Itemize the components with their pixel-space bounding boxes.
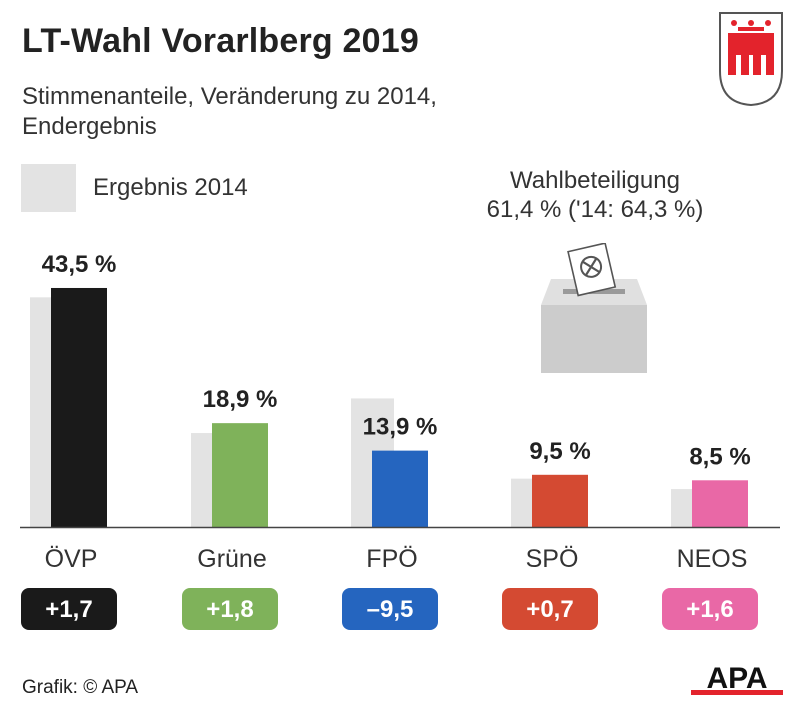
value-label-neos: 8,5 % xyxy=(689,443,750,470)
change-badge-oevp xyxy=(21,588,117,630)
category-label-neos: NEOS xyxy=(677,545,748,573)
subtitle-line-1: Stimmenanteile, Veränderung zu 2014, xyxy=(22,83,437,110)
bar-2019-fpoe xyxy=(372,450,428,527)
category-label-gruene: Grüne xyxy=(197,545,266,573)
coat-of-arms-icon xyxy=(719,12,783,107)
category-label-spoe: SPÖ xyxy=(526,545,579,573)
category-label-fpoe: FPÖ xyxy=(366,545,417,573)
turnout-box: Wahlbeteiligung 61,4 % ('14: 64,3 %) xyxy=(445,166,745,224)
bar-2019-neos xyxy=(692,480,748,527)
change-badge-fpoe xyxy=(342,588,438,630)
page-title: LT-Wahl Vorarlberg 2019 xyxy=(22,22,419,60)
bar-2019-oevp xyxy=(51,287,107,527)
change-label-fpoe: –9,5 xyxy=(367,596,414,623)
change-label-gruene: +1,8 xyxy=(206,596,253,623)
value-label-oevp: 43,5 % xyxy=(42,251,117,278)
turnout-value: 61,4 % ('14: 64,3 %) xyxy=(486,196,704,223)
bar-2019-gruene xyxy=(212,423,268,527)
footer-credit: Grafik: © APA xyxy=(22,677,139,698)
value-label-gruene: 18,9 % xyxy=(203,386,278,413)
page-subtitle: Stimmenanteile, Veränderung zu 2014, End… xyxy=(22,82,582,142)
category-label-oevp: ÖVP xyxy=(45,545,98,573)
ballot-box-icon xyxy=(541,243,647,373)
apa-logo: APA xyxy=(691,662,783,695)
change-label-spoe: +0,7 xyxy=(526,596,573,623)
change-badge-spoe xyxy=(502,588,598,630)
value-label-spoe: 9,5 % xyxy=(529,438,590,465)
change-badge-neos xyxy=(662,588,758,630)
value-label-fpoe: 13,9 % xyxy=(363,414,438,441)
turnout-label: Wahlbeteiligung xyxy=(510,167,680,194)
legend-label-2014: Ergebnis 2014 xyxy=(93,174,248,201)
change-label-oevp: +1,7 xyxy=(45,596,92,623)
bar-2019-spoe xyxy=(532,474,588,527)
legend-swatch-2014 xyxy=(21,164,76,212)
change-label-neos: +1,6 xyxy=(686,596,733,623)
change-badge-gruene xyxy=(182,588,278,630)
crest-banner xyxy=(728,20,774,75)
apa-logo-text: APA xyxy=(706,662,767,695)
subtitle-line-2: Endergebnis xyxy=(22,113,157,140)
